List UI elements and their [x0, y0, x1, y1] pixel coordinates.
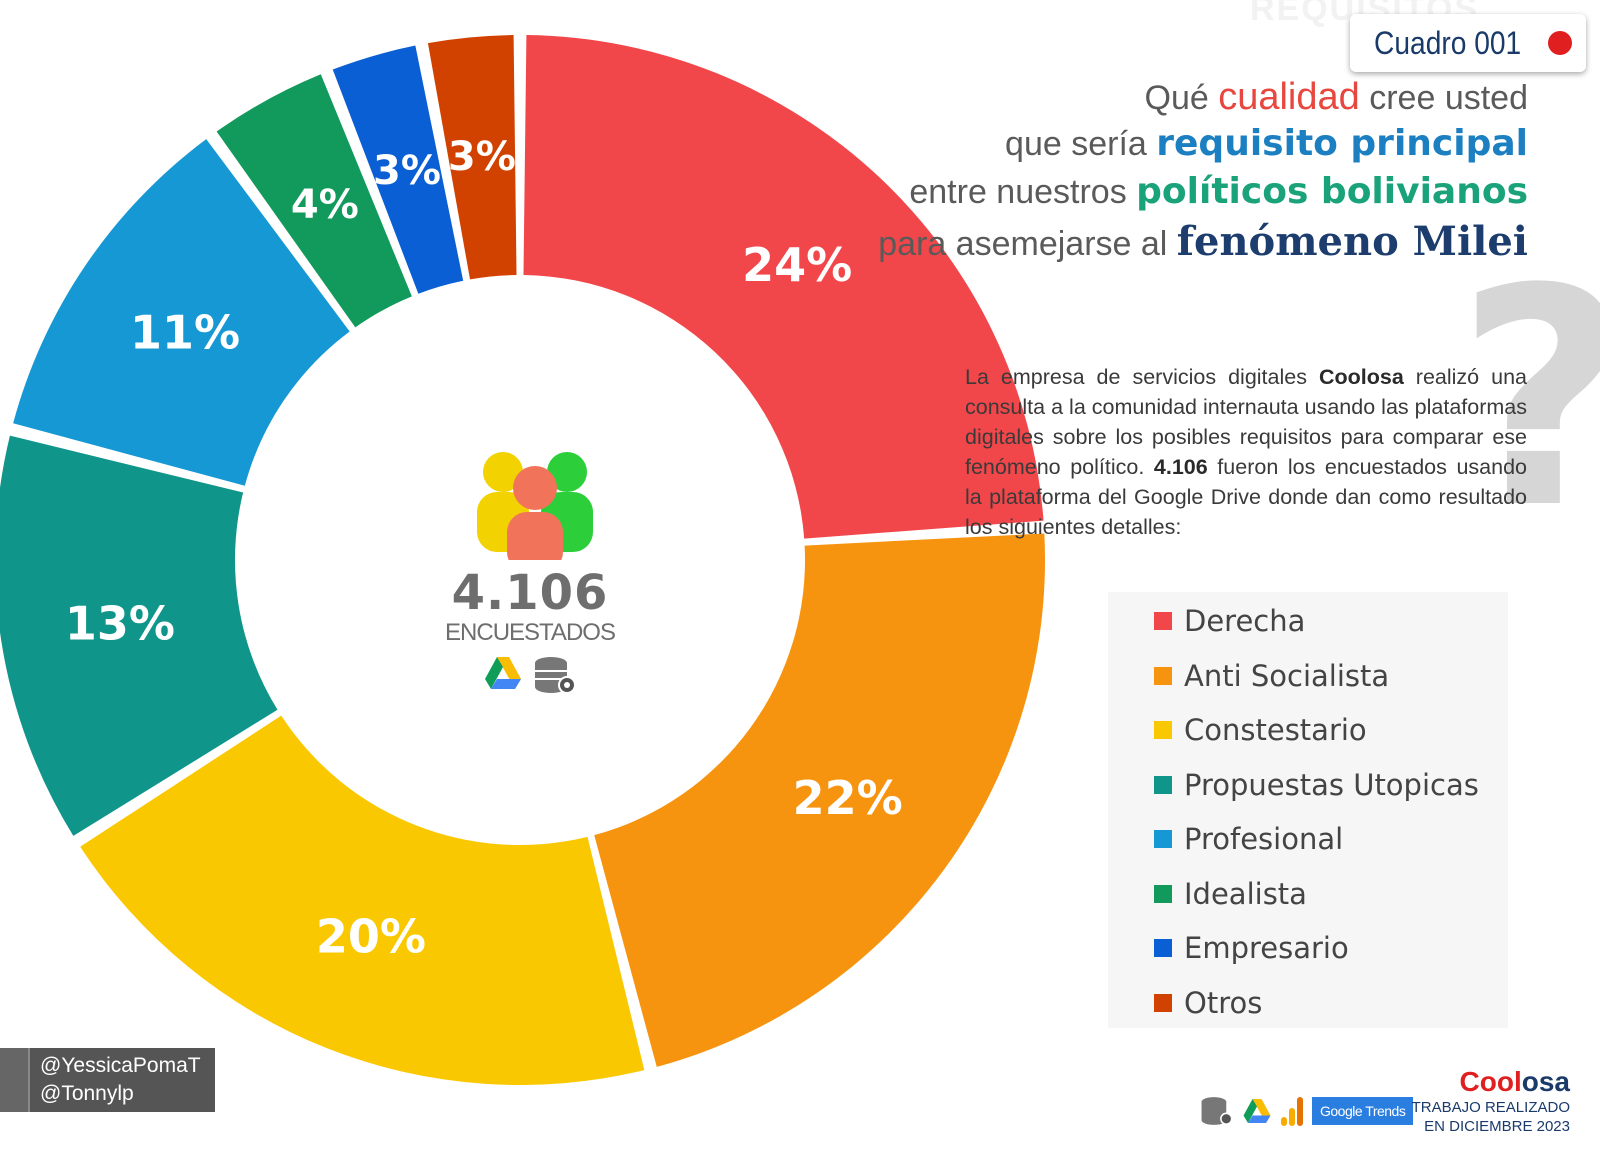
brand-subtitle-1: TRABAJO REALIZADO [1411, 1099, 1570, 1116]
slice-propuestas-utopicas [0, 435, 278, 836]
brand-subtitle-2: EN DICIEMBRE 2023 [1424, 1118, 1570, 1135]
slice-label-profesional: 11% [130, 305, 240, 359]
slice-label-derecha: 24% [742, 238, 852, 292]
legend-item-propuestas-utopicas: Propuestas Utopicas [1154, 768, 1479, 802]
legend-swatch [1154, 830, 1172, 848]
slice-idealista [216, 74, 412, 328]
description-paragraph: La empresa de servicios digitales Coolos… [965, 365, 1527, 539]
slice-anti-socialista [594, 533, 1045, 1067]
badge-label: Cuadro 001 [1374, 24, 1522, 61]
legend-item-otros: Otros [1154, 986, 1262, 1020]
legend-label: Constestario [1184, 713, 1367, 747]
title-line-3: entre nuestros políticos bolivianos [909, 171, 1528, 212]
slice-empresario [332, 45, 464, 294]
legend-swatch [1154, 666, 1172, 685]
legend-swatch [1154, 721, 1172, 739]
slice-profesional [13, 139, 350, 486]
slice-label-otros: 3% [448, 134, 516, 180]
chart-title: Qué cualidad cree usted que sería requis… [878, 78, 1528, 270]
donut-chart: 24% 22% 20% 13% 11% 4% 3% 3% [0, 35, 1045, 1085]
legend-item-empresario: Empresario [1154, 931, 1349, 965]
slice-label-constestario: 20% [316, 910, 426, 964]
legend-swatch [1154, 939, 1172, 957]
slice-constestario [80, 715, 645, 1085]
footer-tool-icons: Google Trends [1200, 1094, 1414, 1128]
google-trends-badge: Google Trends [1312, 1097, 1414, 1125]
legend-label: Derecha [1184, 604, 1306, 638]
legend-swatch [1154, 884, 1172, 903]
chart-legend: Derecha Anti Socialista Constestario Propue… [1108, 592, 1508, 1028]
slice-label-empresario: 3% [373, 148, 441, 194]
brand-logo: Coolosa [1459, 1066, 1570, 1097]
slice-derecha [523, 35, 1044, 539]
legend-swatch [1154, 993, 1172, 1012]
slice-label-anti-socialista: 22% [793, 771, 903, 825]
brand-block: Coolosa TRABAJO REALIZADO EN DICIEMBRE 2… [1412, 1066, 1570, 1136]
legend-label: Otros [1184, 985, 1263, 1020]
slice-label-idealista: 4% [291, 182, 359, 228]
legend-swatch [1154, 612, 1172, 630]
legend-label: Empresario [1184, 931, 1349, 965]
slice-otros [427, 35, 517, 280]
google-drive-icon [1243, 1099, 1271, 1123]
database-icon [1201, 1097, 1233, 1125]
respondent-label: ENCUESTADOS [445, 619, 616, 646]
people-icon [477, 452, 593, 572]
chart-number-badge: Cuadro 001 [1350, 14, 1586, 72]
credit-handle-2: @Tonnylp [40, 1082, 134, 1105]
legend-label: Profesional [1184, 822, 1344, 856]
title-line-1: Qué cualidad cree usted [1144, 76, 1529, 118]
center-summary: 4.106 ENCUESTADOS [420, 440, 640, 695]
legend-item-profesional: Profesional [1154, 822, 1343, 856]
legend-item-derecha: Derecha [1154, 604, 1305, 638]
credit-handle-1: @YessicaPomaT [40, 1054, 201, 1077]
slice-label-propuestas-utopicas: 13% [65, 596, 175, 650]
legend-label: Anti Socialista [1184, 658, 1390, 693]
title-line-2: que sería requisito principal [1005, 123, 1528, 164]
legend-swatch [1154, 775, 1172, 794]
red-dot-icon [1547, 31, 1572, 55]
legend-item-anti-socialista: Anti Socialista [1154, 659, 1389, 693]
respondent-count: 4.106 [451, 565, 609, 621]
legend-label: Idealista [1184, 876, 1307, 911]
database-settings-icon [535, 657, 576, 694]
legend-item-idealista: Idealista [1154, 877, 1307, 911]
question-mark-graphic: ? [1456, 250, 1600, 550]
donut-hole [237, 277, 803, 843]
title-line-4: para asemejarse al fenómeno Milei [878, 218, 1528, 265]
legend-label: Propuestas Utopicas [1184, 767, 1479, 802]
legend-item-constestario: Constestario [1154, 713, 1367, 747]
google-drive-icon [485, 657, 521, 689]
analytics-icon [1281, 1097, 1303, 1126]
author-credits: @YessicaPomaT @Tonnylp [0, 1048, 215, 1112]
